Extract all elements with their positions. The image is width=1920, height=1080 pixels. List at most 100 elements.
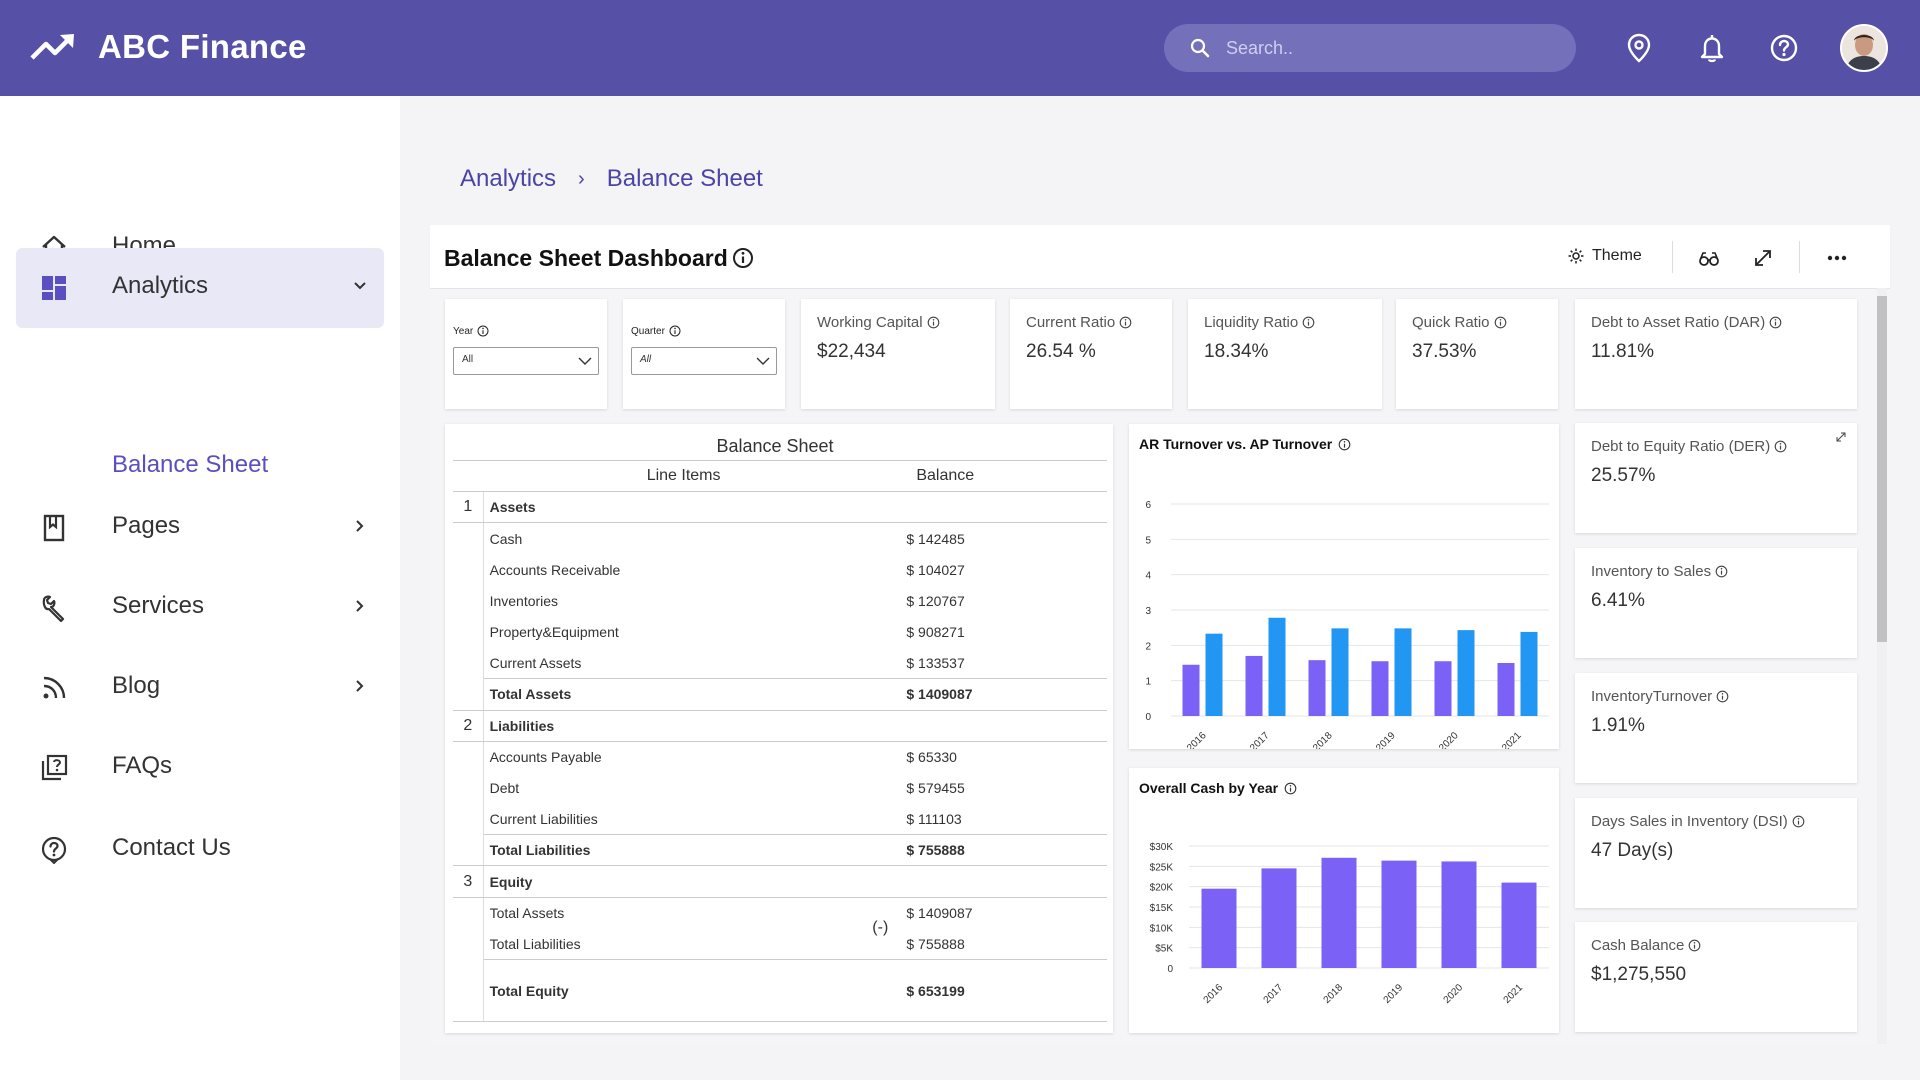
user-avatar[interactable] — [1840, 24, 1888, 72]
info-icon — [1302, 316, 1315, 329]
sidebar-item-analytics[interactable]: Analytics — [16, 248, 384, 328]
theme-button[interactable]: Theme — [1568, 247, 1642, 265]
total-label: Total Assets — [483, 678, 855, 711]
table-row: Cash $ 142485 — [453, 522, 1107, 555]
x-tick-label: 2016 — [1185, 730, 1209, 749]
table-row: Accounts Receivable $ 104027 — [453, 554, 1107, 586]
more-options-icon[interactable] — [1826, 255, 1848, 261]
table-row: Property&Equipment $ 908271 — [453, 616, 1107, 648]
sidebar-subitem-balance-sheet[interactable]: Balance Sheet — [112, 451, 269, 478]
breadcrumb-balance-sheet: Balance Sheet — [606, 165, 763, 192]
year-select[interactable]: All — [453, 347, 599, 375]
line-item: Accounts Payable — [489, 749, 602, 766]
kpi-working-capital[interactable]: Working Capital $22,434 — [801, 299, 995, 409]
bar-cash-2018[interactable] — [1321, 857, 1357, 968]
bar-cash-2017[interactable] — [1261, 868, 1297, 968]
total-value: $ 755888 — [906, 834, 1107, 867]
search-box[interactable] — [1164, 24, 1576, 72]
quarter-filter-label: Quarter — [631, 325, 681, 337]
kpi-inventory-turnover[interactable]: InventoryTurnover 1.91% — [1575, 673, 1857, 783]
bar-cash-2020[interactable] — [1441, 861, 1477, 968]
fullscreen-icon[interactable] — [1752, 247, 1774, 269]
kpi-current-ratio[interactable]: Current Ratio 26.54 % — [1010, 299, 1172, 409]
bar-cash-2019[interactable] — [1381, 860, 1417, 968]
info-icon — [1774, 440, 1787, 453]
toolbar-divider — [1799, 241, 1800, 273]
kpi-debt-to-asset[interactable]: Debt to Asset Ratio (DAR) 11.81% — [1575, 299, 1857, 409]
kpi-debt-to-equity[interactable]: Debt to Equity Ratio (DER) 25.57% — [1575, 423, 1857, 533]
sidebar: Home Analytics Balance Sheet Pages Servi… — [0, 96, 400, 1080]
y-tick-label: $25K — [1150, 862, 1174, 873]
kpi-quick-ratio[interactable]: Quick Ratio 37.53% — [1396, 299, 1558, 409]
bar-ap-turnover-2020[interactable] — [1457, 630, 1475, 716]
kpi-value: 26.54 % — [1026, 341, 1096, 362]
line-value: $ 1409087 — [906, 904, 973, 921]
bar-cash-2016[interactable] — [1201, 888, 1237, 968]
bar-ap-turnover-2017[interactable] — [1268, 617, 1286, 716]
bar-ap-turnover-2016[interactable] — [1205, 633, 1223, 716]
table-row: Total Liabilities $ 755888 — [453, 928, 1107, 960]
bar-ap-turnover-2021[interactable] — [1520, 631, 1538, 716]
scroll-thumb[interactable] — [1877, 296, 1887, 642]
kpi-liquidity-ratio[interactable]: Liquidity Ratio 18.34% — [1188, 299, 1382, 409]
sidebar-item-services[interactable]: Services — [16, 568, 384, 648]
info-icon[interactable] — [477, 325, 489, 337]
brand[interactable]: ABC Finance — [30, 28, 307, 66]
help-icon — [41, 836, 67, 864]
location-pin-icon[interactable] — [1626, 33, 1652, 63]
info-icon[interactable] — [1284, 782, 1297, 795]
sidebar-item-pages[interactable]: Pages — [16, 488, 384, 568]
bar-ar-turnover-2018[interactable] — [1308, 660, 1326, 716]
bell-icon[interactable] — [1699, 33, 1725, 63]
info-icon[interactable] — [669, 325, 681, 337]
ar-ap-turnover-card: AR Turnover vs. AP Turnover 0 1 2 3 4 5 6 2016 2… — [1129, 424, 1559, 749]
y-tick-label: $15K — [1150, 903, 1174, 914]
top-header: ABC Finance — [0, 0, 1920, 96]
bar-ap-turnover-2019[interactable] — [1394, 628, 1412, 716]
x-tick-label: 2018 — [1311, 730, 1335, 749]
glasses-icon[interactable] — [1698, 247, 1720, 269]
bar-ar-turnover-2021[interactable] — [1497, 663, 1515, 716]
table-row: Accounts Payable $ 65330 — [453, 741, 1107, 773]
sidebar-item-blog[interactable]: Blog — [16, 648, 384, 728]
info-icon — [927, 316, 939, 329]
sidebar-item-faqs[interactable]: FAQs — [16, 728, 384, 808]
info-icon[interactable] — [1338, 438, 1351, 451]
kpi-label: Debt to Asset Ratio (DAR) — [1591, 314, 1782, 331]
rss-icon — [43, 676, 66, 699]
bar-ar-turnover-2020[interactable] — [1434, 661, 1452, 716]
total-row: Total Equity $ 653199 — [453, 959, 1107, 1022]
x-tick-label: 2017 — [1262, 982, 1286, 1006]
sidebar-item-contact-us[interactable]: Contact Us — [16, 810, 384, 890]
line-value: $ 142485 — [906, 530, 965, 547]
search-icon — [1190, 38, 1210, 58]
bar-ar-turnover-2016[interactable] — [1182, 664, 1200, 716]
balance-sheet-title: Balance Sheet — [716, 436, 834, 456]
sidebar-item-label: FAQs — [112, 752, 173, 779]
kpi-inventory-to-sales[interactable]: Inventory to Sales 6.41% — [1575, 548, 1857, 658]
bar-ar-turnover-2019[interactable] — [1371, 661, 1389, 716]
total-value: $ 653199 — [906, 959, 1107, 1022]
quarter-select[interactable]: All — [631, 347, 777, 375]
kpi-value: 37.53% — [1412, 341, 1477, 362]
breadcrumb-analytics[interactable]: Analytics — [460, 165, 557, 192]
help-circle-icon[interactable] — [1769, 33, 1799, 63]
total-row: Total Assets $ 1409087 — [453, 678, 1107, 711]
kpi-label: Days Sales in Inventory (DSI) — [1591, 813, 1805, 830]
total-value: $ 1409087 — [906, 678, 1107, 711]
sidebar-item-label: Contact Us — [112, 834, 231, 861]
bar-ar-turnover-2017[interactable] — [1245, 655, 1263, 716]
kpi-label-text: Days Sales in Inventory (DSI) — [1591, 813, 1788, 830]
expand-icon[interactable] — [1835, 431, 1847, 443]
scrollbar[interactable] — [1877, 288, 1887, 1044]
kpi-label: Quick Ratio — [1412, 314, 1507, 331]
bar-ap-turnover-2018[interactable] — [1331, 628, 1349, 716]
kpi-cash-balance[interactable]: Cash Balance $1,275,550 — [1575, 922, 1857, 1032]
kpi-days-sales-inventory[interactable]: Days Sales in Inventory (DSI) 47 Day(s) — [1575, 798, 1857, 908]
bar-cash-2021[interactable] — [1501, 882, 1537, 968]
info-icon[interactable] — [732, 247, 754, 269]
section-number: 3 — [453, 865, 484, 898]
x-tick-label: 2019 — [1374, 730, 1398, 749]
search-input[interactable] — [1226, 24, 1556, 72]
total-row: Total Liabilities $ 755888 — [453, 834, 1107, 867]
